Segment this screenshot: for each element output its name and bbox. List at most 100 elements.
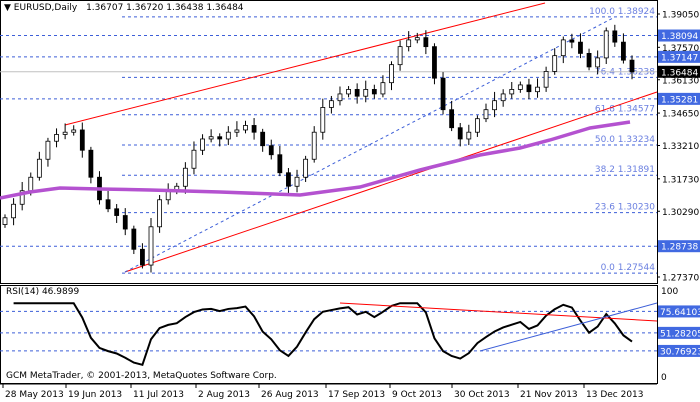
candle-body: [371, 89, 377, 95]
candle-body: [483, 109, 489, 120]
candle-body: [552, 55, 558, 72]
price-level-box-label: 1.38094: [661, 32, 698, 42]
candle-body: [423, 37, 429, 48]
price-level-box: [658, 92, 700, 105]
rsi-level-box: [658, 344, 700, 357]
candle-body: [578, 41, 583, 54]
candle-body: [492, 100, 497, 111]
candle-body: [114, 208, 120, 216]
candle-body: [543, 71, 549, 88]
fibo-level-label: 100.0 1.38924: [589, 7, 655, 17]
rsi-level-label: 30.76923: [660, 347, 700, 357]
candle-body: [474, 118, 480, 133]
price-level-box-label: 1.37147: [661, 53, 698, 63]
candle-body: [363, 89, 369, 97]
channel-upper-line: [64, 2, 546, 126]
candle-body: [277, 154, 283, 174]
symbol-timeframe: EURUSD,Daily: [13, 3, 78, 13]
rsi-level-box: [658, 326, 700, 339]
candle-body: [526, 84, 532, 93]
moving-average-line: [0, 120, 631, 200]
fibo-trend-line: [124, 16, 616, 273]
candle-body: [346, 89, 351, 95]
rsi-label: RSI(14) 46.9899: [6, 287, 80, 297]
candle-body: [260, 131, 266, 147]
candle-body: [71, 129, 77, 133]
time-axis-label: 2 Aug 2013: [198, 390, 250, 400]
price-level-box-label: 1.28738: [661, 243, 698, 253]
candle-body: [380, 82, 386, 95]
candle-body: [389, 64, 394, 84]
price-axis-label: 1.36130: [662, 76, 699, 86]
candle-body: [509, 89, 515, 95]
candle-body: [234, 129, 240, 133]
candle-body: [354, 89, 360, 97]
candle-body: [560, 39, 566, 57]
rsi-line: [13, 302, 633, 366]
candle-body: [217, 136, 223, 140]
candle-body: [11, 203, 16, 219]
candle-body: [629, 59, 635, 73]
candle-body: [28, 176, 34, 192]
candle-body: [105, 199, 111, 210]
candle-body: [2, 217, 8, 225]
candle-body: [440, 77, 446, 111]
candle-body: [19, 190, 25, 205]
candle-body: [569, 39, 575, 43]
candle-body: [88, 149, 94, 178]
candle-body: [157, 199, 163, 228]
candle-body: [62, 131, 68, 135]
candle-body: [268, 145, 274, 156]
candle-body: [612, 30, 618, 43]
candle-body: [595, 57, 601, 68]
time-axis-label: 11 Jul 2013: [133, 390, 184, 400]
candle-body: [337, 93, 343, 102]
candle-body: [320, 107, 326, 133]
price-axis-label: 1.30290: [662, 208, 699, 218]
candle-body: [397, 46, 403, 66]
candle-body: [45, 140, 51, 160]
candle-body: [432, 46, 437, 79]
candle-body: [449, 109, 455, 129]
candle-body: [191, 149, 197, 169]
rsi-support-line: [479, 302, 658, 352]
candle-body: [414, 37, 420, 41]
candle-body: [286, 172, 291, 187]
price-level-box: [658, 29, 700, 42]
fibo-level-label: 76.4 1.36238: [595, 67, 655, 77]
time-axis-label: 19 Jun 2013: [68, 390, 122, 400]
time-axis-label: 13 Dec 2013: [586, 390, 644, 400]
price-axis-label: 1.34650: [662, 110, 699, 120]
candle-body: [586, 53, 592, 68]
chart-header: ▼ EURUSD,Daily 1.36707 1.36720 1.36438 1…: [4, 3, 244, 13]
candle-body: [466, 131, 472, 140]
time-axis-label: 30 Oct 2013: [454, 390, 510, 400]
time-axis-label: 21 Nov 2013: [520, 390, 578, 400]
candle-body: [208, 136, 214, 140]
price-level-box: [658, 50, 700, 63]
price-axis-label: 1.39050: [662, 11, 699, 21]
candle-body: [621, 41, 626, 61]
candle-body: [500, 93, 506, 102]
rsi-resistance-line: [339, 302, 658, 322]
candle-body: [182, 167, 188, 187]
current-price-box: [658, 65, 700, 78]
candle-body: [311, 131, 317, 160]
rsi-pane-border: [0, 285, 658, 384]
price-axis-label: 1.33210: [662, 142, 699, 152]
time-axis-label: 26 Aug 2013: [261, 390, 319, 400]
candle-body: [517, 84, 523, 90]
candle-body: [148, 226, 154, 266]
fibo-level-label: 0.0 1.27544: [601, 263, 656, 273]
candles: [2, 24, 635, 273]
collapse-triangle-icon[interactable]: ▼: [4, 3, 11, 13]
rsi-level-box: [658, 305, 700, 318]
candle-body: [328, 100, 334, 108]
copyright-text: GCM MetaTrader, © 2001-2013, MetaQuotes …: [6, 371, 277, 381]
time-axis-label: 9 Oct 2013: [392, 390, 442, 400]
rsi-level-label: 75.64103: [660, 308, 700, 318]
ohlc-values: 1.36707 1.36720 1.36438 1.36484: [86, 3, 244, 13]
candle-body: [200, 138, 205, 151]
